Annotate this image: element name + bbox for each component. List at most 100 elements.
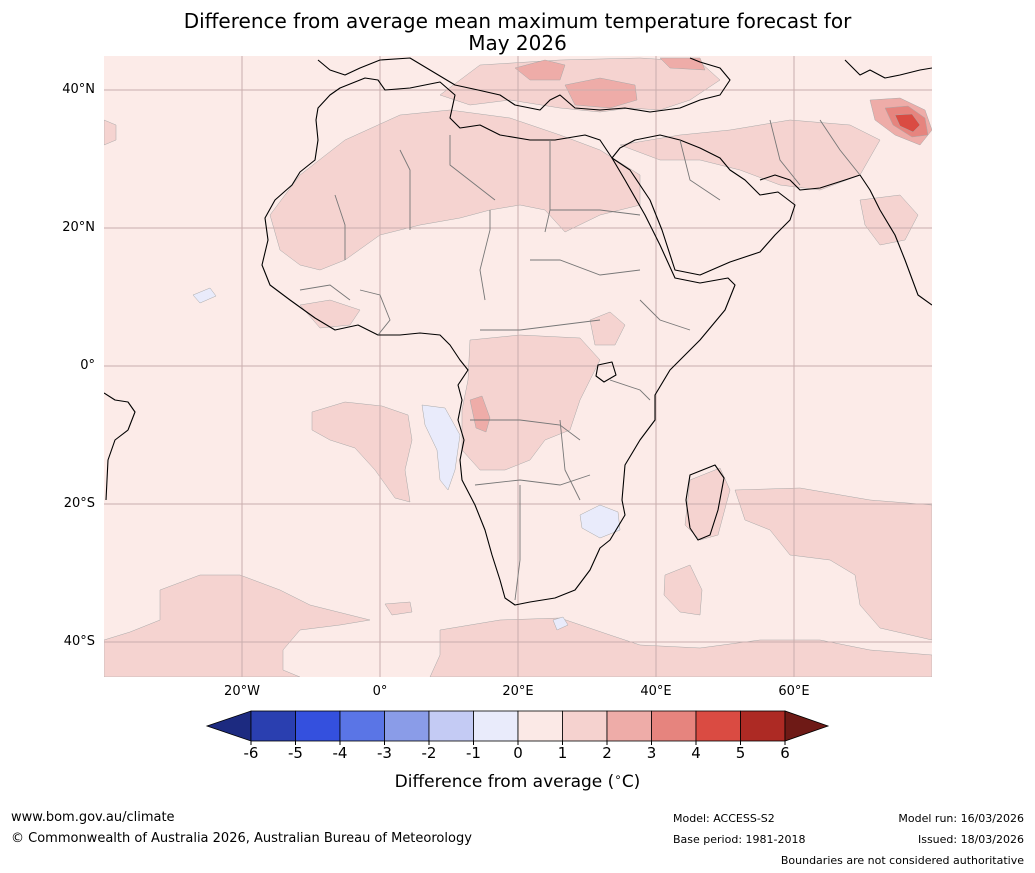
colorbar-box bbox=[428, 710, 474, 742]
colorbar-tick-label: -4 bbox=[332, 744, 348, 762]
border-south-africa-west bbox=[514, 485, 521, 601]
border-angola-zambia bbox=[470, 419, 581, 441]
colorbar-box bbox=[562, 710, 608, 742]
anomaly-region-indian-ocean-east bbox=[734, 487, 932, 641]
border-libya-west bbox=[449, 135, 496, 201]
anomaly-region-himalaya-4-to-5 bbox=[894, 113, 921, 133]
footer-issued: Issued: 18/03/2026 bbox=[917, 833, 1024, 846]
lon-label-0: 0° bbox=[372, 684, 388, 699]
colorbar-tick-label: 0 bbox=[513, 744, 523, 762]
anomaly-region-south-atlantic bbox=[311, 401, 413, 503]
colorbar-box bbox=[651, 710, 697, 742]
colorbar-tick-label: 3 bbox=[646, 744, 657, 762]
colorbar-box bbox=[740, 710, 786, 742]
anomaly-region-atlantic-small bbox=[192, 287, 217, 304]
lon-label-40e: 40°E bbox=[640, 684, 672, 699]
anomaly-region-turkey bbox=[564, 77, 638, 109]
lat-label-20s: 20°S bbox=[63, 496, 95, 511]
coastline-central-asia bbox=[844, 59, 932, 79]
colorbar-label-text: Difference from average ( bbox=[394, 772, 615, 792]
border-iraq-saudi bbox=[679, 139, 721, 201]
anomaly-region-west-edge bbox=[104, 119, 117, 146]
colorbar-tick-label: 4 bbox=[691, 744, 701, 762]
border-sudan-south bbox=[530, 259, 641, 276]
anomaly-negative-regions bbox=[192, 287, 621, 631]
coastline-lake-victoria bbox=[595, 361, 617, 383]
colorbar-tick-label: -2 bbox=[421, 744, 437, 762]
lat-label-40n: 40°N bbox=[62, 82, 95, 97]
gridlines bbox=[104, 56, 932, 677]
colorbar-extend-high bbox=[784, 710, 830, 742]
anomaly-3-plus-regions bbox=[884, 105, 929, 138]
anomaly-region-small-blob bbox=[384, 601, 413, 616]
map-title: Difference from average mean maximum tem… bbox=[0, 10, 1035, 54]
anomaly-region-balkans bbox=[514, 59, 566, 81]
border-namibia-botswana bbox=[474, 474, 591, 486]
border-algeria-mali bbox=[399, 149, 411, 230]
border-west-africa bbox=[359, 289, 391, 336]
colorbar-box bbox=[517, 710, 563, 742]
coastline-india bbox=[879, 209, 932, 306]
anomaly-region-eastern-europe bbox=[659, 57, 706, 71]
country-borders bbox=[299, 119, 861, 601]
map-title-line-1: Difference from average mean maximum tem… bbox=[183, 9, 852, 33]
footer-copyright: © Commonwealth of Australia 2026, Austra… bbox=[11, 831, 472, 846]
coastline-persian-gulf bbox=[759, 174, 881, 211]
border-afghanistan-pakistan bbox=[819, 119, 861, 176]
border-iran-east bbox=[769, 119, 801, 186]
colorbar-tick-label: 6 bbox=[780, 744, 790, 762]
coastline-madagascar bbox=[685, 464, 725, 541]
anomaly-region-southern-ocean-south bbox=[429, 617, 932, 677]
anomaly-region-mozambique bbox=[579, 504, 621, 539]
footer-base-period: Base period: 1981-2018 bbox=[673, 833, 806, 846]
border-chad-niger bbox=[479, 210, 491, 301]
anomaly-region-angolan-ocean bbox=[421, 404, 461, 491]
border-car-drc bbox=[480, 319, 601, 331]
border-zambia-zimbabwe bbox=[559, 419, 581, 501]
colorbar-box bbox=[250, 710, 296, 742]
colorbar-box bbox=[339, 710, 385, 742]
colorbar-tick-label: 2 bbox=[602, 744, 612, 762]
border-ethiopia-somalia bbox=[639, 299, 691, 331]
colorbar-tick-label: 5 bbox=[735, 744, 746, 762]
anomaly-region-central-africa bbox=[461, 334, 601, 471]
colorbar-tick-label: -5 bbox=[288, 744, 303, 762]
anomaly-region-india bbox=[859, 194, 919, 246]
anomaly-region-southern-small bbox=[552, 616, 569, 631]
border-senegal-mali bbox=[299, 284, 351, 301]
footer-website[interactable]: www.bom.gov.au/climate bbox=[11, 810, 175, 825]
colorbar-tick-label: -1 bbox=[466, 744, 481, 762]
colorbar-tick-label: -6 bbox=[243, 744, 259, 762]
colorbar-box bbox=[695, 710, 741, 742]
lon-label-20w: 20°W bbox=[224, 684, 260, 699]
anomaly-region-west-africa bbox=[299, 299, 361, 329]
border-mauritania-mali bbox=[334, 194, 346, 260]
lon-label-20e: 20°E bbox=[502, 684, 534, 699]
anomaly-region-southern-ocean-west bbox=[104, 574, 371, 677]
colorbar-tick-label: -3 bbox=[377, 744, 392, 762]
colorbar-extend-low bbox=[205, 710, 252, 742]
colorbar-tick-label: 1 bbox=[557, 744, 568, 762]
colorbar-box bbox=[295, 710, 341, 742]
coastline-europe-north-med bbox=[317, 57, 731, 113]
footer-model: Model: ACCESS-S2 bbox=[673, 812, 775, 825]
colorbar-label: Difference from average (∘C) bbox=[394, 770, 641, 792]
lon-label-60e: 60°E bbox=[778, 684, 810, 699]
coastline-south-america bbox=[104, 392, 136, 501]
anomaly-region-indian-ocean-blob bbox=[663, 564, 703, 616]
colorbar-label-unit: C) bbox=[621, 772, 641, 792]
colorbar-box bbox=[606, 710, 652, 742]
coastline-arabia bbox=[611, 134, 796, 276]
lat-label-40s: 40°S bbox=[63, 634, 95, 649]
anomaly-region-sahara bbox=[269, 109, 641, 271]
border-kenya-tanzania bbox=[609, 379, 651, 401]
colorbar-box bbox=[473, 710, 519, 742]
lat-label-20n: 20°N bbox=[62, 220, 95, 235]
map-title-line-2: May 2026 bbox=[468, 31, 567, 55]
footer-model-run: Model run: 16/03/2026 bbox=[898, 812, 1024, 825]
border-egypt-sudan bbox=[550, 209, 641, 216]
colorbar-box bbox=[384, 710, 430, 742]
anomaly-region-angola-coast bbox=[469, 395, 491, 433]
